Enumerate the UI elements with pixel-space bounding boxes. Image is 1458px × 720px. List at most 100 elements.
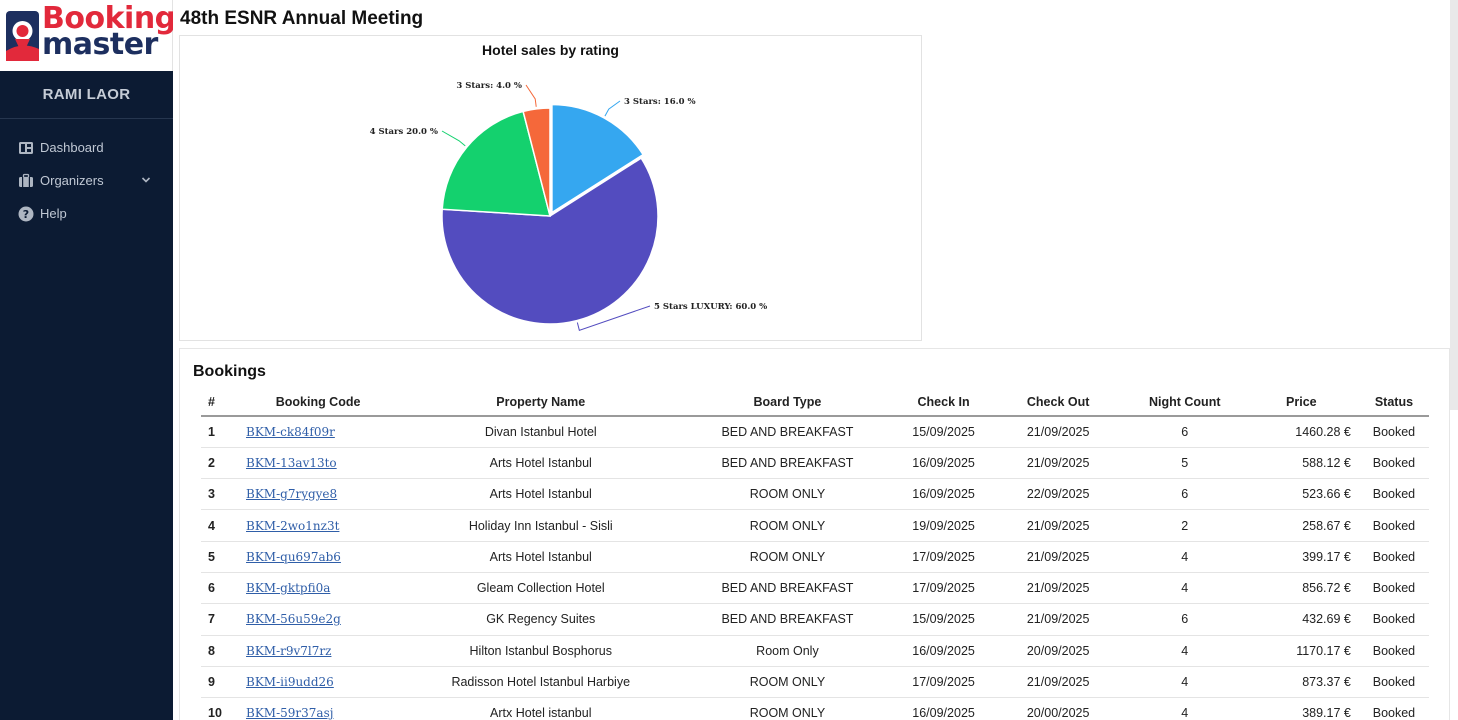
status: Booked (1358, 666, 1429, 699)
main-content: 48th ESNR Annual Meeting Hotel sales by … (173, 0, 1458, 720)
night-count: 4 (1125, 635, 1244, 667)
page-title: 48th ESNR Annual Meeting (180, 8, 424, 29)
sidebar-item-dashboard[interactable]: Dashboard (0, 131, 173, 164)
board-type: ROOM ONLY (678, 478, 897, 511)
sidebar-item-organizers[interactable]: Organizers (0, 164, 173, 197)
night-count: 4 (1125, 572, 1244, 605)
check-in-date: 16/09/2025 (896, 447, 991, 480)
row-number: 2 (201, 447, 234, 480)
pie-leader-line (441, 130, 466, 147)
brand-line2: master (42, 27, 158, 62)
check-in-date: 16/09/2025 (896, 635, 991, 667)
pie-leader-line (576, 305, 651, 331)
row-number: 5 (201, 541, 234, 573)
booking-code-cell: BKM-13av13to (233, 447, 404, 480)
booking-code-link[interactable]: BKM-13av13to (246, 455, 337, 470)
property-name: Holiday Inn Istanbul - Sisli (403, 509, 679, 542)
board-type: ROOM ONLY (678, 697, 897, 720)
status: Booked (1358, 572, 1429, 605)
column-header: Price (1243, 389, 1359, 417)
booking-code-link[interactable]: BKM-59r37asj (246, 706, 334, 720)
row-number: 1 (201, 416, 234, 448)
check-in-date: 16/09/2025 (896, 697, 991, 720)
night-count: 6 (1125, 478, 1244, 511)
table-row: 4 BKM-2wo1nz3t Holiday Inn Istanbul - Sisl… (201, 509, 1429, 542)
brand-logo[interactable]: Booking master (0, 0, 176, 71)
check-in-date: 17/09/2025 (896, 541, 991, 573)
row-number: 10 (201, 697, 234, 720)
status: Booked (1358, 541, 1429, 573)
status: Booked (1358, 416, 1429, 448)
board-type: BED AND BREAKFAST (678, 572, 897, 605)
booking-code-cell: BKM-56u59e2g (233, 603, 404, 636)
night-count: 4 (1125, 666, 1244, 699)
chevron-down-icon[interactable] (141, 175, 151, 185)
check-out-date: 21/09/2025 (990, 416, 1126, 448)
sidebar: Booking master RAMI LAOR Dashboard Organ… (0, 0, 176, 720)
scrollbar-track[interactable] (1450, 0, 1458, 410)
table-row: 5 BKM-qu697ab6 Arts Hotel Istanbul ROOM ONL… (201, 541, 1429, 573)
booking-code-link[interactable]: BKM-gktpfi0a (246, 581, 331, 596)
column-header: Status (1358, 389, 1429, 417)
pie-slice[interactable] (441, 110, 551, 217)
property-name: Arts Hotel Istanbul (403, 478, 679, 511)
booking-code-link[interactable]: BKM-ii9udd26 (246, 675, 334, 690)
status: Booked (1358, 697, 1429, 720)
check-out-date: 20/09/2025 (990, 635, 1126, 667)
pie-slice-label: 4 Stars 20.0 % (370, 127, 438, 137)
board-type: Room Only (678, 635, 897, 667)
check-out-date: 21/09/2025 (990, 541, 1126, 573)
pie-slice-label: 5 Stars LUXURY: 60.0 % (654, 302, 767, 312)
booking-code-link[interactable]: BKM-r9v7l7rz (246, 643, 332, 658)
table-row: 7 BKM-56u59e2g GK Regency Suites BED AND BR… (201, 603, 1429, 636)
booking-code-cell: BKM-gktpfi0a (233, 572, 404, 605)
check-out-date: 21/09/2025 (990, 447, 1126, 480)
table-row: 8 BKM-r9v7l7rz Hilton Istanbul Bosphorus Ro… (201, 635, 1429, 667)
night-count: 2 (1125, 509, 1244, 542)
row-number: 9 (201, 666, 234, 699)
board-type: ROOM ONLY (678, 509, 897, 542)
column-header: Board Type (678, 389, 897, 417)
booking-code-cell: BKM-ii9udd26 (233, 666, 404, 699)
check-out-date: 21/09/2025 (990, 509, 1126, 542)
booking-code-link[interactable]: BKM-qu697ab6 (246, 549, 341, 564)
booking-code-link[interactable]: BKM-ck84f09r (246, 424, 335, 439)
price: 856.72 € (1243, 572, 1359, 605)
pie-leader-line (525, 84, 537, 107)
bookings-table: # Booking Code Property Name Board Type … (201, 389, 1429, 720)
pie-slice[interactable] (551, 103, 645, 214)
row-number: 3 (201, 478, 234, 511)
sidebar-item-help[interactable]: ? Help (0, 197, 173, 230)
booking-code-link[interactable]: BKM-g7rygye8 (246, 487, 338, 502)
column-header: Booking Code (233, 389, 404, 417)
price: 1170.17 € (1243, 635, 1359, 667)
pie-slice[interactable] (522, 107, 551, 217)
night-count: 6 (1125, 603, 1244, 636)
column-header: # (201, 389, 234, 417)
price: 1460.28 € (1243, 416, 1359, 448)
check-out-date: 21/09/2025 (990, 572, 1126, 605)
property-name: Divan Istanbul Hotel (403, 416, 679, 448)
pie-slice[interactable] (441, 157, 659, 325)
check-in-date: 16/09/2025 (896, 478, 991, 511)
property-name: Hilton Istanbul Bosphorus (403, 635, 679, 667)
bookings-card: Bookings # Booking Code Property Name Bo… (179, 348, 1450, 720)
sidebar-item-label: Help (40, 206, 67, 221)
booking-code-cell: BKM-2wo1nz3t (233, 509, 404, 542)
night-count: 6 (1125, 416, 1244, 448)
night-count: 4 (1125, 541, 1244, 573)
price: 588.12 € (1243, 447, 1359, 480)
pie-slice-label: 3 Stars: 4.0 % (456, 81, 522, 91)
property-name: GK Regency Suites (403, 603, 679, 636)
booking-code-link[interactable]: BKM-2wo1nz3t (246, 518, 340, 533)
booking-code-link[interactable]: BKM-56u59e2g (246, 612, 341, 627)
table-row: 3 BKM-g7rygye8 Arts Hotel Istanbul ROOM ONL… (201, 478, 1429, 511)
status: Booked (1358, 447, 1429, 480)
pie-leader-line (604, 100, 621, 117)
booking-code-cell: BKM-qu697ab6 (233, 541, 404, 573)
status: Booked (1358, 603, 1429, 636)
status: Booked (1358, 509, 1429, 542)
check-out-date: 20/00/2025 (990, 697, 1126, 720)
check-in-date: 15/09/2025 (896, 603, 991, 636)
check-in-date: 17/09/2025 (896, 666, 991, 699)
